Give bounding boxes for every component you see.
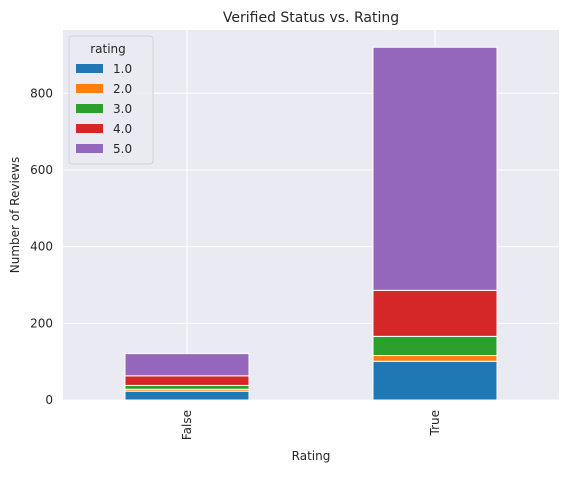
y-tick-label: 800 bbox=[30, 86, 53, 100]
legend-label: 5.0 bbox=[113, 142, 132, 156]
bar-segment bbox=[124, 353, 250, 377]
bar-segment bbox=[124, 384, 250, 390]
bar-segment bbox=[372, 335, 498, 357]
legend-swatch bbox=[76, 84, 103, 93]
bars bbox=[124, 46, 498, 401]
y-tick-label: 600 bbox=[30, 163, 53, 177]
legend-label: 4.0 bbox=[113, 122, 132, 136]
x-axis-label: Rating bbox=[292, 449, 331, 463]
legend-swatch bbox=[76, 64, 103, 73]
bar-segment bbox=[372, 355, 498, 362]
legend-entries: 1.0 2.0 3.0 4.0 5.0 bbox=[76, 62, 132, 156]
bar-segment bbox=[372, 360, 498, 401]
legend-label: 3.0 bbox=[113, 102, 132, 116]
y-tick-label: 400 bbox=[30, 240, 53, 254]
legend-label: 1.0 bbox=[113, 62, 132, 76]
bar-segment bbox=[124, 390, 250, 401]
y-tick-label: 0 bbox=[45, 393, 53, 407]
y-tick-label: 200 bbox=[30, 316, 53, 330]
x-tick-label: True bbox=[428, 410, 442, 437]
legend-title: rating bbox=[90, 42, 126, 56]
bar-segment bbox=[372, 46, 498, 291]
y-tick-labels: 0 200 400 600 800 bbox=[30, 86, 53, 407]
y-axis-label: Number of Reviews bbox=[8, 157, 22, 273]
chart-title: Verified Status vs. Rating bbox=[223, 10, 399, 26]
legend-swatch bbox=[76, 124, 103, 133]
legend-label: 2.0 bbox=[113, 82, 132, 96]
legend-swatch bbox=[76, 104, 103, 113]
x-tick-label: False bbox=[180, 410, 194, 440]
legend: rating 1.0 2.0 3.0 4.0 5.0 bbox=[68, 35, 154, 165]
x-tick-labels: False True bbox=[180, 410, 442, 440]
bar-segment bbox=[124, 375, 250, 386]
bar-segment bbox=[372, 289, 498, 337]
legend-swatch bbox=[76, 144, 103, 153]
